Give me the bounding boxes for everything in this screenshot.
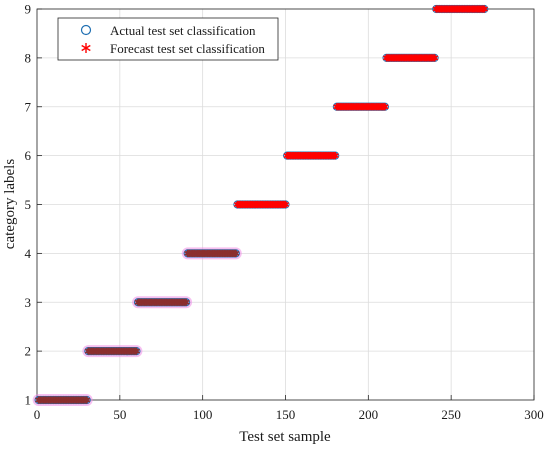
forecast-point [182, 298, 190, 306]
x-tick-label: 300 [524, 407, 544, 422]
y-tick-label: 8 [25, 50, 32, 65]
forecast-point [331, 152, 339, 160]
legend-box [57, 17, 279, 61]
class-8-points [382, 53, 439, 62]
legend-circle-icon [80, 24, 92, 36]
legend-asterisk-icon [81, 43, 91, 53]
class-2-points [82, 345, 143, 358]
legend-label-forecast: Forecast test set classification [110, 41, 265, 56]
forecast-point [132, 347, 140, 355]
class-1-points [32, 394, 93, 406]
class-3-points [132, 296, 193, 309]
x-axis-ticks: 0 50 100 150 200 250 300 [34, 395, 544, 422]
x-axis-label: Test set sample [239, 429, 331, 445]
forecast-point [480, 5, 488, 13]
y-tick-label: 7 [25, 99, 32, 114]
x-tick-label: 200 [359, 407, 379, 422]
y-axis-label: category labels [2, 159, 18, 250]
forecast-point [83, 396, 91, 404]
data-points [32, 4, 489, 406]
x-tick-label: 100 [193, 407, 213, 422]
x-tick-label: 50 [113, 407, 126, 422]
y-tick-label: 9 [25, 2, 32, 17]
y-tick-label: 2 [25, 344, 32, 359]
forecast-point [232, 249, 240, 257]
forecast-point [281, 200, 290, 209]
x-tick-label: 0 [34, 407, 41, 422]
y-tick-label: 1 [25, 393, 32, 408]
forecast-point [381, 103, 389, 111]
y-tick-label: 5 [25, 197, 32, 212]
class-4-points [181, 247, 242, 260]
class-9-points [432, 4, 489, 14]
legend: Actual test set classification Forecast … [57, 17, 279, 61]
class-6-points [283, 151, 340, 160]
class-7-points [332, 102, 389, 111]
forecast-point [431, 54, 439, 62]
x-tick-label: 250 [441, 407, 461, 422]
x-tick-label: 150 [276, 407, 296, 422]
y-tick-label: 6 [25, 148, 32, 163]
y-tick-label: 4 [25, 246, 32, 261]
legend-label-actual: Actual test set classification [110, 23, 256, 38]
y-tick-label: 3 [25, 295, 32, 310]
class-5-points [233, 200, 290, 209]
y-axis-ticks: 1 2 3 4 5 6 7 8 9 [25, 2, 42, 408]
